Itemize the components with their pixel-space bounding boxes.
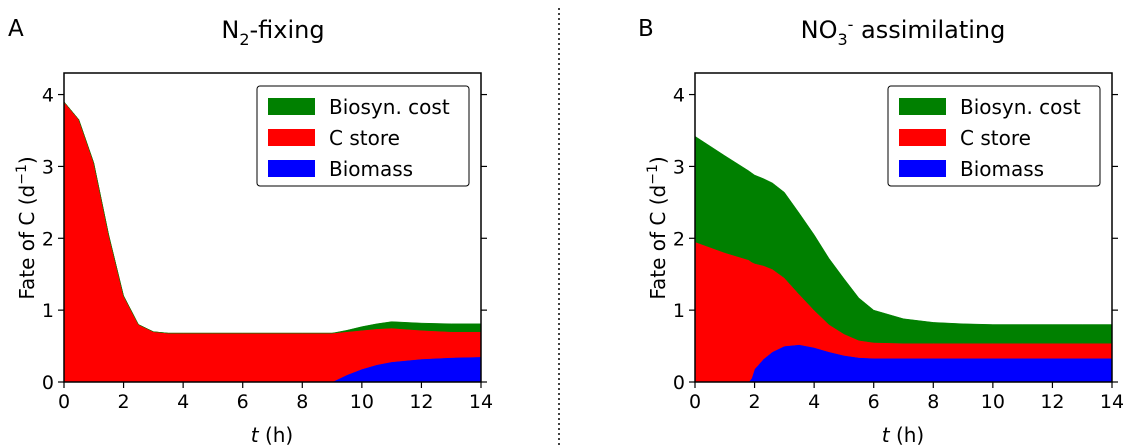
legend-label: Biomass — [329, 157, 413, 181]
x-tick-label: 4 — [177, 391, 189, 413]
x-axis-label: t (h) — [251, 423, 293, 447]
legend-swatch — [268, 98, 315, 115]
y-axis-label: Fate of C (d−1) — [645, 156, 670, 299]
legend-label: Biosyn. cost — [329, 95, 450, 119]
x-tick-label: 10 — [350, 391, 374, 413]
x-tick-label: 8 — [296, 391, 308, 413]
legend-label: C store — [960, 126, 1031, 150]
x-tick-label: 14 — [1100, 391, 1124, 413]
legend-swatch — [899, 160, 946, 177]
legend: Biosyn. cost C store Biomass — [256, 85, 470, 187]
legend-swatch — [899, 98, 946, 115]
x-tick-label: 10 — [981, 391, 1005, 413]
x-tick-label: 14 — [469, 391, 493, 413]
panel-letter: B — [638, 16, 654, 42]
legend: Biosyn. cost C store Biomass — [887, 85, 1101, 187]
y-tick-label: 3 — [673, 156, 685, 178]
legend-label: Biosyn. cost — [960, 95, 1081, 119]
y-tick-label: 0 — [673, 372, 685, 394]
x-tick-label: 2 — [749, 391, 761, 413]
axes-frame — [694, 72, 1113, 383]
x-tick-label: 6 — [868, 391, 880, 413]
x-axis-label: t (h) — [882, 423, 924, 447]
legend-swatch — [268, 160, 315, 177]
legend-swatch — [268, 129, 315, 146]
x-tick-label: 8 — [927, 391, 939, 413]
y-tick-label: 2 — [42, 228, 54, 250]
y-tick-label: 0 — [42, 372, 54, 394]
x-tick-label: 0 — [58, 391, 70, 413]
y-axis-label: Fate of C (d−1) — [14, 156, 39, 299]
x-tick-label: 12 — [1040, 391, 1064, 413]
y-tick-label: 1 — [42, 300, 54, 322]
x-tick-label: 6 — [237, 391, 249, 413]
x-tick-label: 4 — [808, 391, 820, 413]
axes-frame — [63, 72, 482, 383]
x-tick-label: 12 — [409, 391, 433, 413]
y-tick-label: 2 — [673, 228, 685, 250]
x-tick-label: 0 — [689, 391, 701, 413]
y-tick-label: 4 — [42, 85, 54, 107]
y-tick-label: 4 — [673, 85, 685, 107]
panel-title: NO3- assimilating — [801, 15, 1006, 49]
panel-title: N2-fixing — [221, 16, 324, 49]
legend-label: C store — [329, 126, 400, 150]
legend-label: Biomass — [960, 157, 1044, 181]
y-tick-label: 1 — [673, 300, 685, 322]
y-tick-label: 3 — [42, 156, 54, 178]
panel-letter: A — [8, 16, 24, 42]
legend-swatch — [899, 129, 946, 146]
x-tick-label: 2 — [118, 391, 130, 413]
